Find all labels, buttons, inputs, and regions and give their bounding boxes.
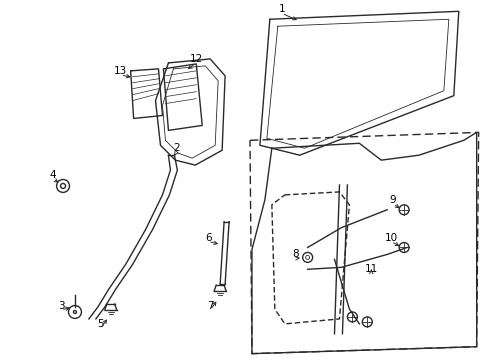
Text: 3: 3 bbox=[58, 301, 64, 311]
Text: 11: 11 bbox=[365, 264, 378, 274]
Text: 7: 7 bbox=[207, 301, 214, 311]
Text: 2: 2 bbox=[173, 143, 180, 153]
Text: 5: 5 bbox=[98, 319, 104, 329]
Text: 4: 4 bbox=[50, 170, 56, 180]
Text: 9: 9 bbox=[390, 195, 396, 205]
Text: 10: 10 bbox=[385, 233, 398, 243]
Text: 12: 12 bbox=[190, 54, 203, 64]
Text: 13: 13 bbox=[114, 66, 127, 76]
Text: 6: 6 bbox=[205, 233, 212, 243]
Text: 8: 8 bbox=[293, 249, 299, 260]
Text: 1: 1 bbox=[278, 4, 285, 14]
